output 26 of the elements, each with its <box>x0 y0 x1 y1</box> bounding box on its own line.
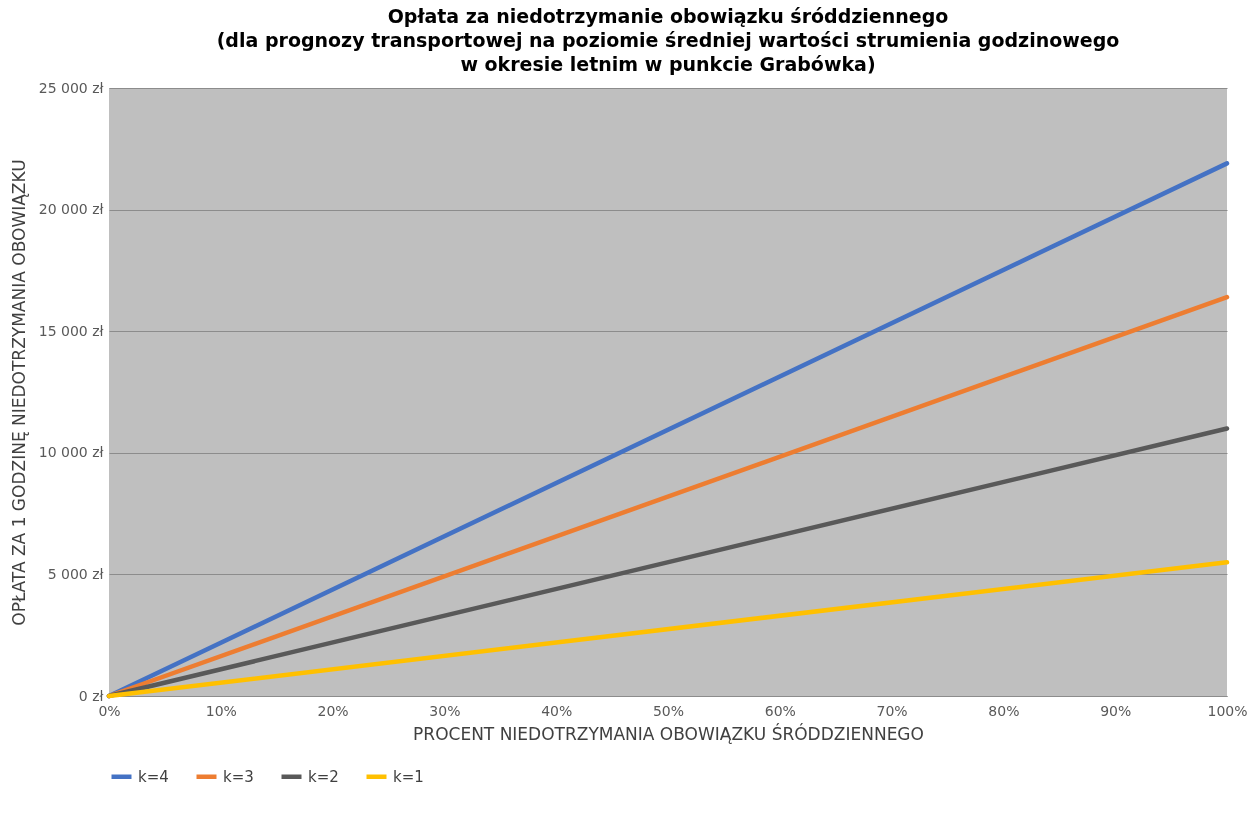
x-tick-label: 90% <box>1100 702 1132 719</box>
text: Opłata za niedotrzymanie obowiązku śróddziennego <box>387 5 949 27</box>
y-axis-title: OPŁATA ZA 1 GODZINĘ NIEDOTRZYMANIA OBOWIĄZKU <box>8 159 29 626</box>
x-tick-label: 0% <box>98 702 121 719</box>
x-tick-label: 50% <box>652 702 685 719</box>
legend-label: k=2 <box>308 767 339 786</box>
x-axis-title: PROCENT NIEDOTRZYMANIA OBOWIĄZKU ŚRÓDDZIENNEGO <box>413 722 924 744</box>
legend-label: k=1 <box>393 767 424 786</box>
text: w okresie letnim w punkcie Grabówka) <box>460 53 876 75</box>
legend-label: k=4 <box>138 767 169 786</box>
x-tick-label: 60% <box>764 702 796 719</box>
x-tick-label: 80% <box>988 702 1020 719</box>
y-tick-label: 10 000 zł <box>38 444 104 461</box>
y-tick-label: 25 000 zł <box>38 79 104 96</box>
x-tick-label: 70% <box>876 702 908 719</box>
legend-label: k=3 <box>223 767 254 786</box>
y-tick-label: 15 000 zł <box>38 322 104 339</box>
text: (dla prognozy transportowej na poziomie średniej wartości strumienia godzinowego <box>216 29 1120 51</box>
x-tick-label: 30% <box>429 702 461 719</box>
x-tick-label: 100% <box>1207 702 1248 719</box>
x-tick-label: 10% <box>205 702 237 719</box>
y-tick-label: 0 zł <box>78 687 104 704</box>
x-tick-label: 20% <box>317 702 349 719</box>
y-tick-label: 20 000 zł <box>38 201 104 218</box>
x-tick-label: 40% <box>541 702 573 719</box>
y-tick-label: 5 000 zł <box>47 565 104 582</box>
